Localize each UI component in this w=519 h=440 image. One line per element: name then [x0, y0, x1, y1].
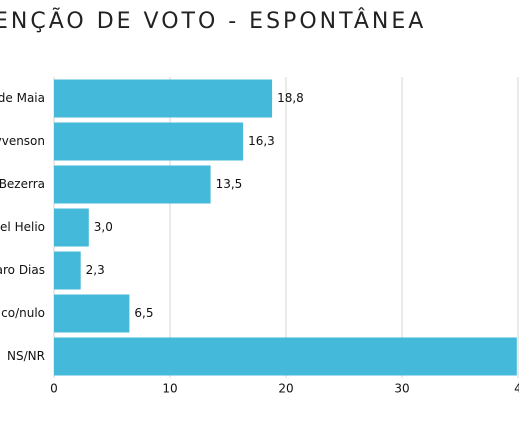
bar — [54, 208, 89, 247]
y-tick-label: de Maia — [0, 91, 45, 105]
x-tick-label: 30 — [394, 382, 409, 396]
y-tick-label: co/nulo — [1, 306, 45, 320]
bar — [54, 122, 244, 161]
bar — [54, 165, 211, 204]
bar — [54, 79, 273, 118]
bar — [54, 294, 130, 333]
x-tick-label: 20 — [278, 382, 293, 396]
x-tick-label: 4 — [514, 382, 519, 396]
y-tick-label: Bezerra — [0, 177, 45, 191]
chart-title: ENÇÃO DE VOTO - ESPONTÂNEA — [0, 7, 426, 34]
x-tick-label: 10 — [162, 382, 177, 396]
value-label: 3,0 — [94, 220, 113, 234]
value-label: 2,3 — [86, 263, 105, 277]
x-tick-label: 0 — [50, 382, 58, 396]
value-label: 6,5 — [134, 306, 153, 320]
y-tick-label: NS/NR — [7, 349, 45, 363]
value-label: 13,5 — [216, 177, 243, 191]
y-tick-label: yvenson — [0, 134, 45, 148]
y-tick-label: el Helio — [0, 220, 45, 234]
value-label: 18,8 — [277, 91, 304, 105]
bar — [54, 337, 517, 376]
value-label: 16,3 — [248, 134, 275, 148]
y-tick-label: aro Dias — [0, 263, 45, 277]
bar — [54, 251, 81, 290]
